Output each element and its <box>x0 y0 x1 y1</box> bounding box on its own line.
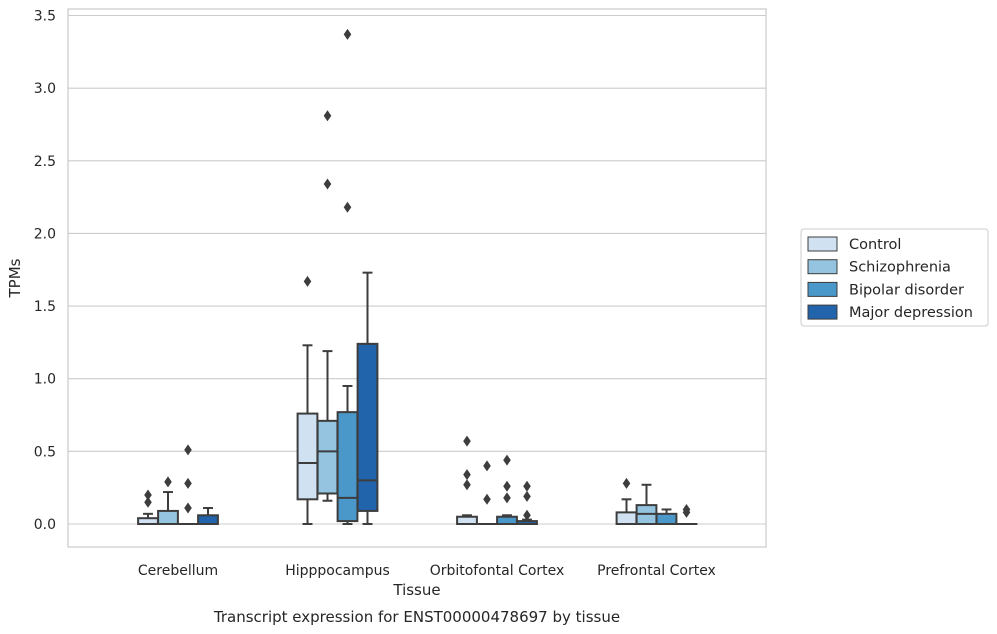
box-0-0 <box>137 489 159 526</box>
y-tick-label: 2.0 <box>34 226 56 242</box>
outlier-point <box>503 480 511 492</box>
outlier-point <box>184 477 192 489</box>
y-tick-label: 1.5 <box>34 299 56 315</box>
legend-swatch <box>807 281 838 297</box>
outlier-point <box>503 492 511 504</box>
box-iqr <box>615 511 638 525</box>
legend-swatch <box>807 236 838 252</box>
box-iqr <box>356 342 379 512</box>
outlier-point <box>483 460 491 472</box>
box-iqr <box>336 411 359 523</box>
y-tick-label: 3.5 <box>34 9 56 25</box>
box-1-0 <box>157 476 179 525</box>
y-tick-label: 2.5 <box>34 154 56 170</box>
legend-frame <box>800 228 989 327</box>
outlier-point <box>184 444 192 456</box>
outlier-point <box>523 509 531 521</box>
y-tick-label: 0.0 <box>34 517 56 533</box>
outlier-point <box>682 503 691 515</box>
x-tick-labels: Cerebellum Hipppocampus Orbitofontal Corte… <box>138 563 716 579</box>
box-iqr <box>655 512 678 526</box>
boxes <box>137 28 698 526</box>
outlier-point <box>343 201 352 213</box>
legend-label: Schizophrenia <box>849 260 951 276</box>
legend-label: Major depression <box>849 305 973 321</box>
box-iqr <box>296 412 319 501</box>
outlier-point <box>303 275 312 287</box>
box-iqr <box>157 509 179 525</box>
legend-swatch <box>807 304 838 320</box>
outlier-point <box>323 178 332 190</box>
outlier-point <box>343 28 352 40</box>
x-tick-label: Cerebellum <box>138 563 218 579</box>
outlier-point <box>144 489 152 501</box>
box-2-3 <box>655 508 678 526</box>
y-tick-labels: 0.0 0.5 1.0 1.5 2.0 2.5 3.0 3.5 <box>34 9 56 534</box>
box-0-2 <box>456 435 478 526</box>
box-1-3 <box>635 483 658 525</box>
outlier-point <box>463 479 471 491</box>
y-tick-label: 0.5 <box>34 444 56 460</box>
y-tick-label: 1.0 <box>34 372 56 388</box>
legend-swatch <box>807 259 838 275</box>
box-3-2 <box>516 480 538 526</box>
x-axis-label: Tissue <box>392 581 440 599</box>
outlier-point <box>323 110 332 122</box>
legend: Control Schizophrenia Bipolar disorder Majo… <box>800 228 989 327</box>
x-tick-label: Prefrontal Cortex <box>597 563 716 579</box>
x-tick-label: Hipppocampus <box>285 563 390 579</box>
box-1-1 <box>316 110 339 502</box>
box-3-1 <box>356 271 379 525</box>
outlier-point <box>503 454 511 466</box>
outlier-point <box>144 496 152 508</box>
box-iqr <box>316 419 339 495</box>
legend-label: Bipolar disorder <box>849 282 964 298</box>
gridlines <box>68 14 766 525</box>
outlier-point <box>463 435 471 447</box>
outlier-point <box>622 477 631 489</box>
chart-title: Transcript expression for ENST0000047869… <box>213 608 620 626</box>
outlier-point <box>523 480 531 492</box>
box-2-1 <box>336 28 359 525</box>
box-0-1 <box>296 275 319 525</box>
outlier-point <box>164 476 172 488</box>
box-iqr <box>496 515 518 526</box>
outlier-point <box>483 493 491 505</box>
outlier-point <box>184 502 192 514</box>
plot-frame <box>67 8 767 548</box>
box-iqr <box>456 515 478 526</box>
outlier-point <box>523 490 531 502</box>
box-3-0 <box>197 507 219 525</box>
legend-label: Control <box>849 237 901 253</box>
box-iqr <box>197 514 219 525</box>
box-2-2 <box>496 454 518 526</box>
box-3-3 <box>675 503 698 526</box>
y-tick-label: 3.0 <box>34 81 56 97</box>
x-tick-label: Orbitofontal Cortex <box>430 563 565 579</box>
outlier-point <box>463 469 471 481</box>
plot-background <box>68 9 766 547</box>
y-axis-label: TPMs <box>6 258 24 298</box>
